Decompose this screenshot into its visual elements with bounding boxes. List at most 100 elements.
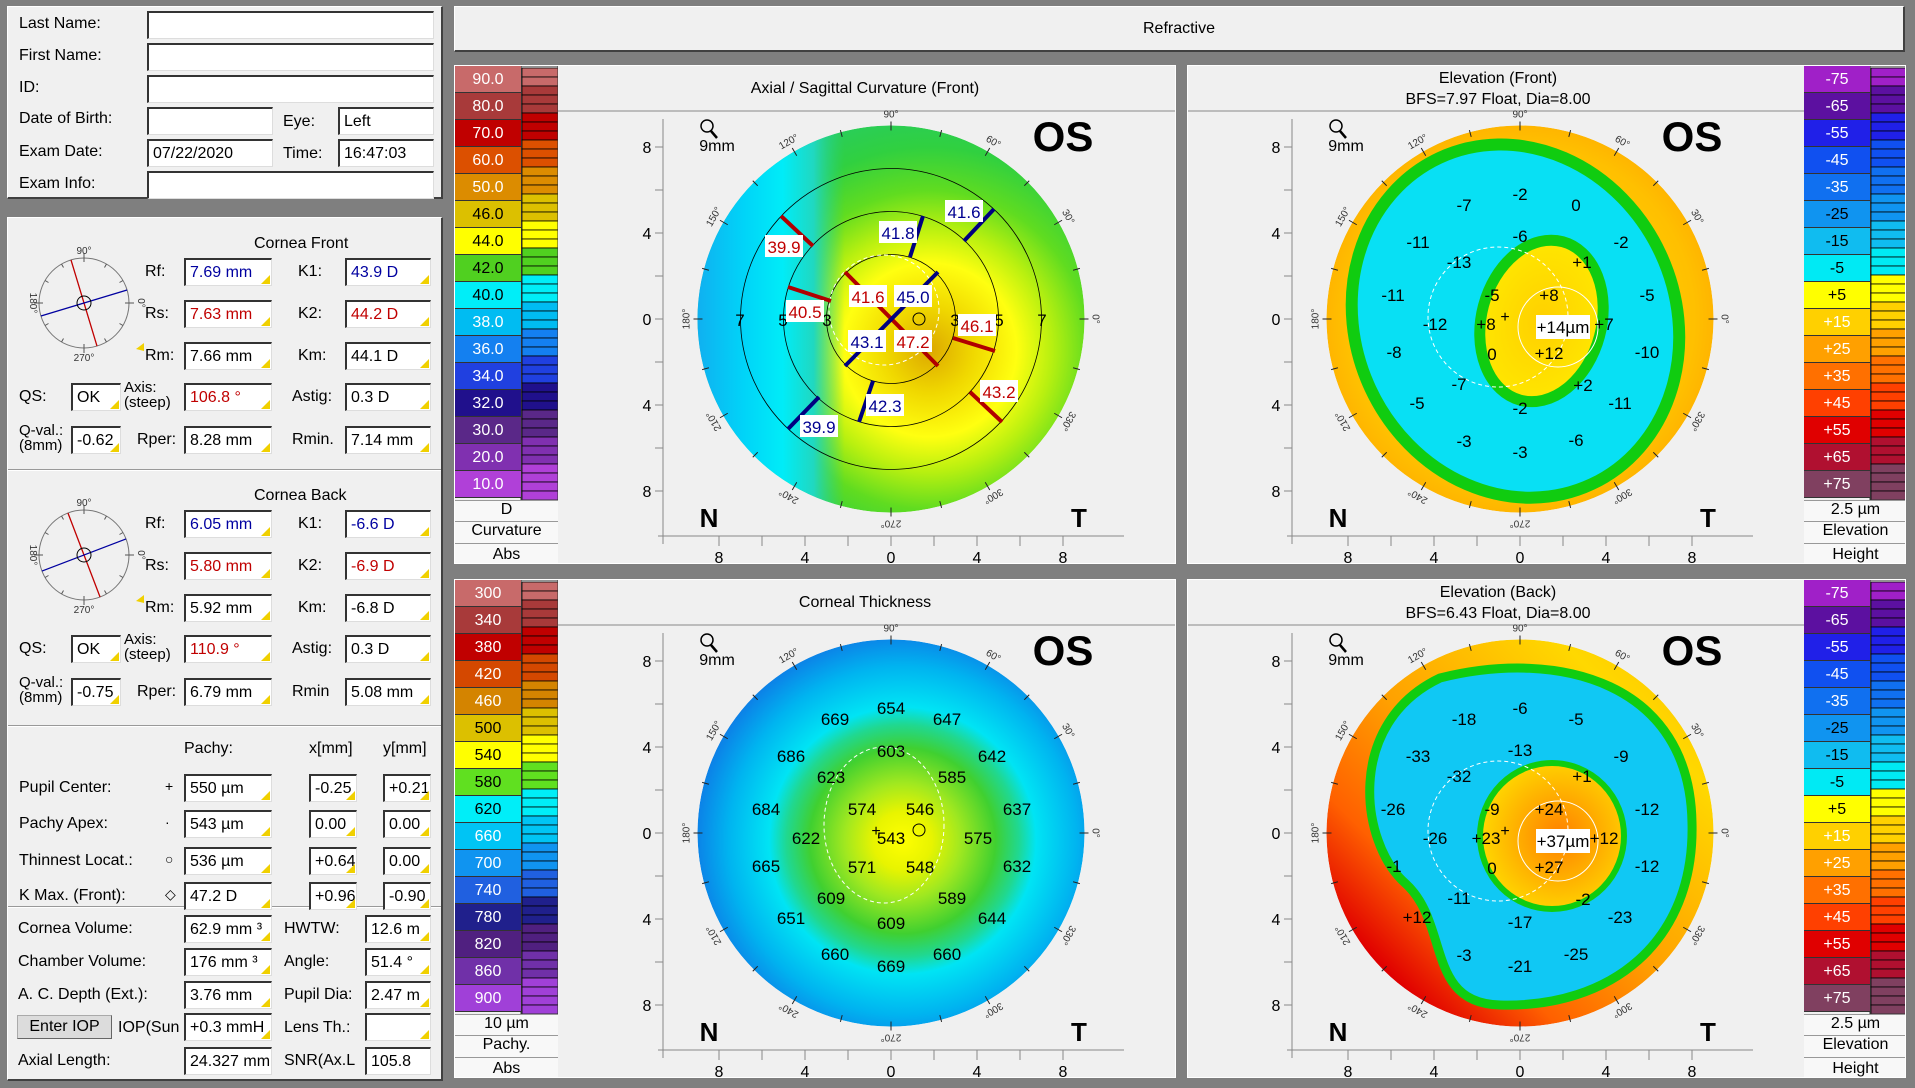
map-value-label: 644: [978, 909, 1006, 928]
rs-field[interactable]: 5.80 mm: [184, 552, 272, 580]
y-mm-field[interactable]: 0.00: [383, 847, 431, 875]
corneal-thickness-map-panel[interactable]: 300 340 380 420 460 500 540 580 620 660 700 740 780 8…: [454, 579, 1176, 1078]
chamber-volume-field[interactable]: 176 mm ³: [184, 948, 272, 976]
astig-field[interactable]: 0.3 D: [345, 635, 431, 663]
magnifier-icon[interactable]: [700, 119, 718, 139]
degree-label: 60°: [984, 134, 1003, 151]
axial-curvature-map-panel[interactable]: 90.0 80.0 70.0 60.0 50.0 46.0 44.0 42.0 40.0 38.0…: [454, 65, 1176, 564]
axial-length-label: Axial Length:: [18, 1052, 111, 1069]
color-scale-cell: -75: [1804, 66, 1870, 93]
color-scale-cell: -65: [1804, 607, 1870, 634]
rf-field[interactable]: 7.69 mm: [184, 258, 272, 286]
iop-field[interactable]: +0.3 mmH: [184, 1013, 272, 1041]
x-mm-field[interactable]: 0.00: [309, 810, 357, 838]
map-value-label: -6: [1568, 431, 1583, 450]
hwtw-field[interactable]: 12.6 m: [365, 915, 431, 943]
k1-field[interactable]: -6.6 D: [345, 510, 431, 538]
degree-label: 210°: [704, 409, 724, 432]
dob-field[interactable]: [147, 107, 273, 135]
map-title: Axial / Sagittal Curvature (Front): [750, 80, 980, 97]
q-val-field[interactable]: -0.75: [71, 678, 121, 706]
map-canvas[interactable]: 0° 30° 60° 90° 120° 150° 180° 210° 240° 270° 300° 3…: [1188, 580, 1905, 1078]
y-axis-tick-label: 4: [1272, 740, 1281, 757]
first-name-field[interactable]: [147, 43, 434, 71]
pachy-value-field[interactable]: 543 µm: [184, 810, 272, 838]
color-scale-cell: 900: [455, 985, 521, 1012]
nasal-label: N: [1329, 503, 1348, 533]
pachy-value-field[interactable]: 536 µm: [184, 847, 272, 875]
lens-thickness-field[interactable]: [365, 1013, 431, 1041]
map-value-label: -2: [1613, 233, 1628, 252]
elevation-back-map-panel[interactable]: -75 -65 -55 -45 -35 -25 -15 -5 +5 +15 +25 +35 +45 +55…: [1187, 579, 1906, 1078]
map-canvas[interactable]: 0° 30° 60° 90° 120° 150° 180° 210° 240° 270° 300° 3…: [455, 580, 1175, 1078]
rmin-label: Rmin.: [292, 431, 334, 448]
rmin-field[interactable]: 7.14 mm: [345, 426, 431, 454]
rm-field[interactable]: 7.66 mm: [184, 342, 272, 370]
color-scale-cell: 42.0: [455, 255, 521, 282]
eye-field[interactable]: Left: [338, 107, 434, 135]
cornea-volume-field[interactable]: 62.9 mm ³: [184, 915, 272, 943]
rm-label: Rm:: [145, 599, 175, 616]
degree-label: 210°: [1333, 923, 1353, 946]
pachy-value-field[interactable]: 550 µm: [184, 774, 272, 802]
rper-field[interactable]: 6.79 mm: [184, 678, 272, 706]
x-mm-field[interactable]: +0.64: [309, 847, 357, 875]
degree-label: 120°: [1406, 646, 1429, 666]
last-name-label: Last Name:: [19, 15, 101, 32]
q-val-field[interactable]: -0.62: [71, 426, 121, 454]
color-scale-cell: 80.0: [455, 93, 521, 120]
snr-field[interactable]: 105.8: [365, 1047, 431, 1075]
astig-field[interactable]: 0.3 D: [345, 383, 431, 411]
y-mm-field[interactable]: 0.00: [383, 810, 431, 838]
axis-steep-field[interactable]: 106.8 °: [184, 383, 272, 411]
color-scale-cell: 34.0: [455, 363, 521, 390]
angle-field[interactable]: 51.4 °: [365, 948, 431, 976]
rs-field[interactable]: 7.63 mm: [184, 300, 272, 328]
map-value-label: +8: [1476, 315, 1495, 334]
color-scale-cell: -25: [1804, 715, 1870, 742]
qs-field[interactable]: OK: [71, 383, 121, 411]
scale-unit-label: D: [455, 500, 558, 521]
km-field[interactable]: 44.1 D: [345, 342, 431, 370]
y-mm-field[interactable]: -0.90: [383, 882, 431, 910]
scale-unit-label: 2.5 µm: [1804, 500, 1905, 521]
map-value-label: -32: [1447, 767, 1472, 786]
x-mm-field[interactable]: -0.25: [309, 774, 357, 802]
qs-field[interactable]: OK: [71, 635, 121, 663]
last-name-field[interactable]: [147, 11, 434, 39]
magnifier-icon[interactable]: [1329, 119, 1347, 139]
k2-field[interactable]: 44.2 D: [345, 300, 431, 328]
enter-iop-button[interactable]: Enter IOP: [17, 1015, 112, 1039]
map-canvas[interactable]: 0° 30° 60° 90° 120° 150° 180° 210° 240° 270° 300° 3…: [455, 66, 1175, 564]
exam-info-field[interactable]: [147, 171, 434, 199]
magnifier-icon[interactable]: [1329, 633, 1347, 653]
axis-steep-field[interactable]: 110.9 °: [184, 635, 272, 663]
exam-date-field[interactable]: 07/22/2020: [147, 139, 273, 167]
cornea-volume-label: Cornea Volume:: [18, 920, 133, 937]
magnifier-icon[interactable]: [700, 633, 718, 653]
color-scale: -75 -65 -55 -45 -35 -25 -15 -5 +5 +15 +25 +35 +45 +55…: [1804, 66, 1905, 563]
y-mm-field[interactable]: +0.21: [383, 774, 431, 802]
color-scale-cell: +55: [1804, 417, 1870, 444]
time-field[interactable]: 16:47:03: [338, 139, 434, 167]
meridian-value-label: 41.6: [851, 288, 884, 307]
ac-depth-field[interactable]: 3.76 mm: [184, 981, 272, 1009]
km-field[interactable]: -6.8 D: [345, 594, 431, 622]
map-canvas[interactable]: 0° 30° 60° 90° 120° 150° 180° 210° 240° 270° 300° 3…: [1188, 66, 1905, 564]
pachy-value-field[interactable]: 47.2 D: [184, 882, 272, 910]
id-field[interactable]: [147, 75, 434, 103]
elevation-front-map-panel[interactable]: -75 -65 -55 -45 -35 -25 -15 -5 +5 +15 +25 +35 +45 +55…: [1187, 65, 1906, 564]
k2-field[interactable]: -6.9 D: [345, 552, 431, 580]
rm-field[interactable]: 5.92 mm: [184, 594, 272, 622]
degree-label: 150°: [704, 205, 724, 228]
rmin-field[interactable]: 5.08 mm: [345, 678, 431, 706]
pupil-dia-field[interactable]: 2.47 m: [365, 981, 431, 1009]
rper-field[interactable]: 8.28 mm: [184, 426, 272, 454]
rf-field[interactable]: 6.05 mm: [184, 510, 272, 538]
degree-label: 180°: [682, 823, 693, 844]
axial-length-field[interactable]: 24.327 mm: [184, 1047, 272, 1075]
k1-field[interactable]: 43.9 D: [345, 258, 431, 286]
x-mm-field[interactable]: +0.96: [309, 882, 357, 910]
map-value-label: 548: [906, 858, 934, 877]
map-value-label: +23: [1472, 829, 1501, 848]
